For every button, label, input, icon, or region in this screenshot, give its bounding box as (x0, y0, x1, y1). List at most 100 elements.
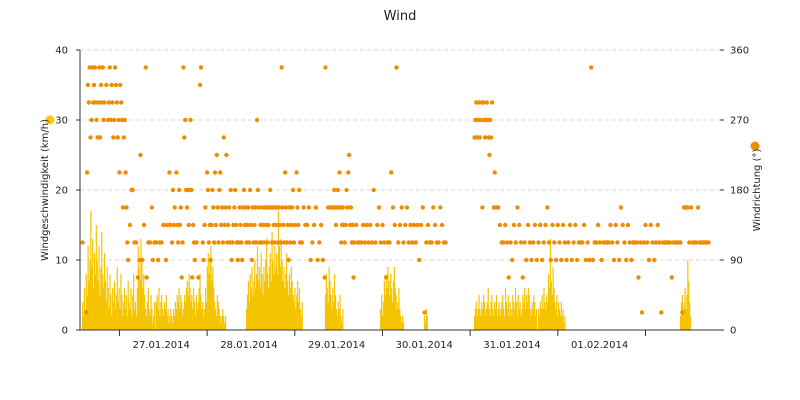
speed-bar (217, 302, 219, 330)
direction-point (252, 222, 257, 228)
speed-bar (113, 302, 115, 330)
speed-bar (501, 302, 503, 330)
direction-point (527, 240, 532, 245)
direction-point (362, 240, 368, 245)
direction-point (122, 117, 127, 123)
speed-bar (535, 316, 537, 330)
direction-legend-marker (750, 141, 760, 151)
direction-point (205, 187, 211, 193)
speed-bar (559, 316, 562, 330)
direction-point (167, 170, 172, 175)
speed-bar (279, 267, 281, 330)
speed-bar (533, 295, 535, 330)
direction-point (539, 257, 545, 263)
speed-bar (493, 302, 496, 330)
direction-point (645, 240, 650, 245)
direction-point (188, 117, 193, 123)
speed-bar (543, 288, 545, 330)
direction-point (192, 257, 198, 263)
direction-point (117, 170, 122, 175)
speed-bar (160, 302, 162, 330)
speed-bar (488, 309, 490, 330)
direction-points (80, 65, 711, 315)
left-axis-title: Windgeschwindigkeit (km/h) (40, 119, 51, 261)
direction-point (346, 170, 351, 175)
speed-bar (116, 267, 118, 330)
speed-bar (401, 323, 403, 330)
speed-bar (143, 274, 145, 330)
direction-point (94, 117, 99, 123)
speed-bar (325, 274, 327, 330)
speed-bar (139, 281, 141, 330)
direction-point (504, 240, 510, 245)
direction-point (424, 240, 429, 245)
direction-point (91, 82, 97, 88)
direction-point (310, 240, 315, 245)
speed-bar (188, 274, 190, 330)
speed-bar (162, 316, 165, 330)
direction-point (520, 275, 525, 280)
speed-bar (259, 288, 261, 330)
speed-bar (296, 295, 298, 330)
direction-point (613, 222, 618, 228)
direction-point (182, 135, 187, 140)
speed-bar (152, 323, 154, 330)
right-tick-label: 360 (730, 46, 749, 57)
direction-point (245, 222, 250, 228)
speed-bar (258, 267, 260, 330)
speed-bar (515, 302, 518, 330)
speed-bar (224, 316, 227, 330)
speed-bar (481, 302, 483, 330)
direction-point (211, 205, 216, 210)
speed-bar (176, 295, 178, 330)
speed-bar (170, 309, 172, 330)
direction-point (573, 222, 578, 228)
direction-point (337, 170, 342, 175)
direction-point (315, 257, 320, 263)
speed-bar (395, 295, 397, 330)
direction-point (532, 222, 538, 228)
direction-point (229, 257, 234, 263)
speed-bar (206, 267, 208, 330)
speed-bar (214, 309, 217, 330)
speed-bar (473, 316, 476, 330)
speed-bar (193, 302, 196, 330)
left-tick-label: 20 (55, 186, 68, 197)
speed-bar (127, 281, 129, 330)
right-tick-label: 90 (730, 256, 743, 267)
speed-bar (101, 232, 103, 330)
speed-bar (246, 295, 249, 330)
direction-point (627, 240, 632, 245)
direction-point (124, 205, 129, 210)
speed-bar (525, 295, 528, 330)
speed-bar (256, 246, 259, 330)
speed-bar (504, 316, 506, 330)
left-tick-label: 30 (55, 116, 68, 127)
speed-bar (159, 316, 161, 330)
direction-point (296, 222, 301, 228)
speed-bar (154, 302, 156, 330)
direction-point (239, 257, 245, 263)
speed-bar (330, 295, 332, 330)
direction-point (508, 240, 513, 245)
direction-point (383, 275, 389, 280)
speed-bar (214, 302, 216, 330)
x-tick-label: 30.01.2014 (396, 340, 453, 351)
speed-bar (400, 316, 402, 330)
direction-point (159, 240, 164, 245)
speed-bar (89, 260, 91, 330)
direction-point (524, 257, 529, 263)
direction-point (615, 240, 620, 245)
speed-bar (382, 302, 385, 330)
direction-point (488, 117, 493, 123)
direction-point (110, 100, 115, 105)
direction-point (83, 310, 89, 315)
direction-point (618, 205, 624, 210)
speed-bar (284, 288, 286, 330)
direction-point (221, 135, 226, 140)
direction-point (641, 240, 646, 245)
direction-point (106, 100, 112, 105)
direction-point (583, 257, 589, 263)
speed-bar (520, 316, 522, 330)
